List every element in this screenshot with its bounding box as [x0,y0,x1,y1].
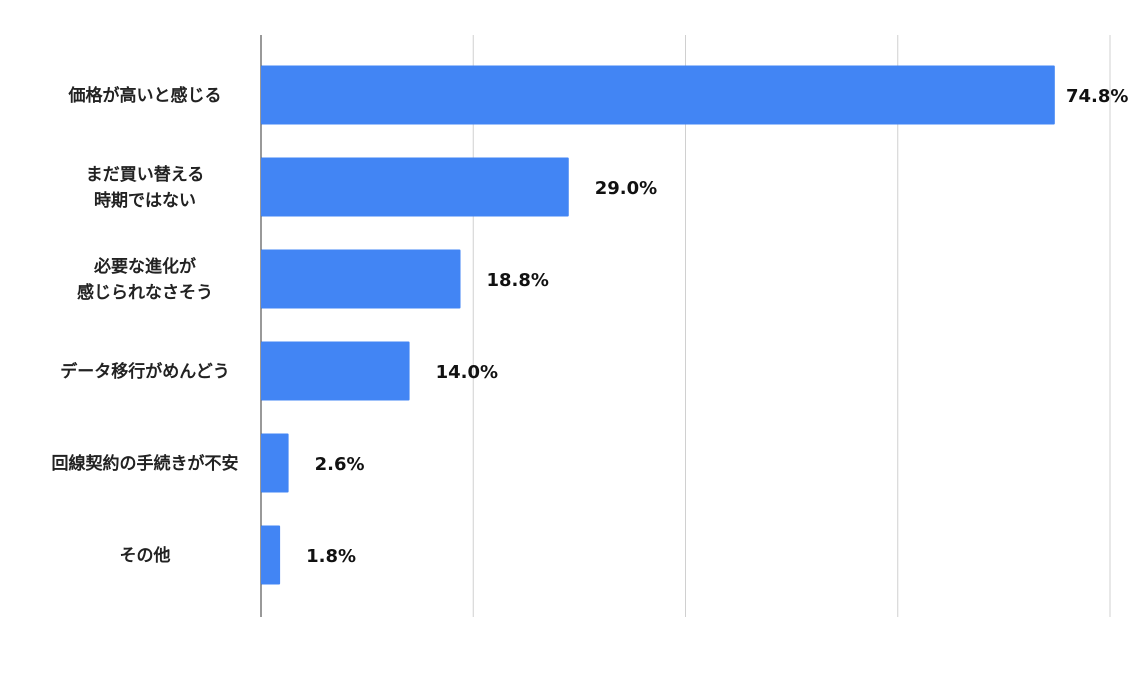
value-label: 14.0% [436,362,498,383]
bar [261,65,1055,125]
bar [261,525,281,585]
value-label: 18.8% [487,270,549,291]
value-label: 1.8% [306,546,356,567]
category-label: 必要な進化が感じられなさそう [77,256,213,303]
category-label: 価格が高いと感じる [68,85,222,106]
value-label: 29.0% [595,178,657,199]
category-label: まだ買い替える時期ではない [86,164,205,211]
bar [261,341,410,401]
value-label: 74.8% [1066,86,1128,107]
bar [261,249,461,309]
bar [261,157,569,217]
category-label: その他 [120,545,171,566]
value-label: 2.6% [315,454,365,475]
category-label: 回線契約の手続きが不安 [52,453,239,474]
bar [261,433,289,493]
category-label: データ移行がめんどう [60,361,230,382]
